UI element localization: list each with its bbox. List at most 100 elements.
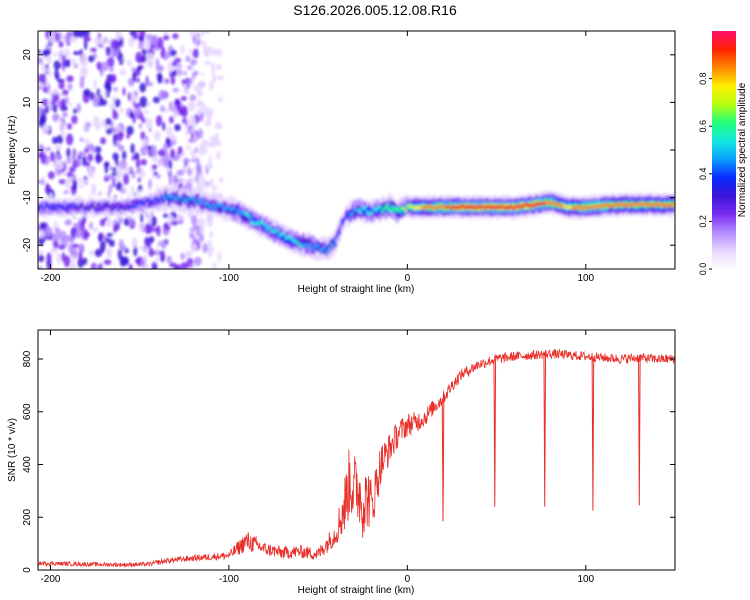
heatmap-noise-cell bbox=[188, 99, 196, 112]
heatmap-noise-cell bbox=[202, 243, 208, 254]
heatmap-noise-cell bbox=[172, 109, 179, 118]
heatmap-noise-cell bbox=[176, 67, 180, 78]
heatmap-noise-cell bbox=[190, 149, 196, 157]
heatmap-noise-cell bbox=[203, 182, 209, 188]
heatmap-noise-cell bbox=[166, 255, 172, 264]
heatmap-noise-cell bbox=[85, 122, 92, 128]
spectrogram-y-tick-label: -20 bbox=[22, 238, 33, 253]
heatmap-noise-cell bbox=[93, 78, 97, 90]
heatmap-noise-cell bbox=[38, 229, 45, 239]
heatmap-noise-cell bbox=[53, 51, 58, 57]
heatmap-noise-cell bbox=[150, 34, 159, 46]
heatmap-noise-cell bbox=[192, 71, 196, 80]
heatmap-noise-cell bbox=[105, 118, 112, 126]
heatmap-noise-cell bbox=[69, 262, 77, 269]
heatmap-noise-cell bbox=[109, 103, 115, 111]
heatmap-noise-cell bbox=[208, 155, 212, 163]
heatmap-noise-cell bbox=[133, 103, 141, 108]
heatmap-noise-cell bbox=[106, 232, 113, 237]
heatmap-noise-cell bbox=[165, 168, 170, 174]
heatmap-noise-cell bbox=[168, 173, 173, 186]
heatmap-noise-cell bbox=[152, 96, 161, 104]
heatmap-noise-cell bbox=[41, 73, 47, 85]
heatmap-noise-cell bbox=[216, 150, 221, 161]
heatmap-noise-cell bbox=[171, 60, 178, 67]
heatmap-noise-cell bbox=[216, 48, 223, 58]
heatmap-noise-cell bbox=[201, 31, 206, 37]
heatmap-noise-cell bbox=[174, 124, 181, 132]
heatmap-noise-cell bbox=[199, 49, 204, 57]
heatmap-noise-cell bbox=[199, 102, 205, 107]
heatmap-noise-cell bbox=[146, 61, 152, 67]
heatmap-noise-cell bbox=[116, 166, 123, 178]
heatmap-noise-cell bbox=[187, 65, 192, 70]
heatmap-noise-cell bbox=[218, 177, 224, 183]
heatmap-noise-cell bbox=[180, 44, 185, 55]
heatmap-noise-cell bbox=[136, 65, 142, 72]
heatmap-noise-cell bbox=[79, 61, 88, 66]
heatmap-noise-cell bbox=[87, 153, 94, 162]
heatmap-noise-cell bbox=[163, 34, 170, 41]
heatmap-noise-cell bbox=[217, 141, 222, 147]
heatmap-noise-cell bbox=[94, 248, 103, 257]
heatmap-noise-cell bbox=[105, 84, 112, 93]
heatmap-noise-cell bbox=[44, 226, 53, 238]
heatmap-noise-cell bbox=[188, 114, 196, 127]
heatmap-noise-cell bbox=[58, 244, 66, 250]
heatmap-noise-cell bbox=[216, 64, 222, 71]
heatmap-noise-cell bbox=[185, 55, 191, 62]
heatmap-noise-cell bbox=[53, 60, 62, 70]
heatmap-noise-cell bbox=[131, 171, 136, 179]
spectrogram-x-ticks: -200 -100 0 100 bbox=[40, 31, 595, 284]
heatmap-noise-cell bbox=[106, 175, 114, 180]
heatmap-noise-cell bbox=[145, 117, 153, 130]
heatmap-noise-cell bbox=[130, 143, 135, 154]
heatmap-noise-cell bbox=[80, 221, 85, 228]
heatmap-noise-cell bbox=[42, 124, 50, 132]
heatmap-noise-cell bbox=[88, 249, 94, 256]
heatmap-noise-cell bbox=[78, 250, 83, 263]
heatmap-noise-cell bbox=[38, 106, 43, 118]
heatmap-noise-cell bbox=[204, 60, 212, 66]
heatmap-noise-cell bbox=[59, 121, 66, 132]
heatmap-noise-cell bbox=[97, 39, 106, 46]
snr-x-ticks: -200 -100 0 100 bbox=[40, 330, 595, 585]
snr-x-tick-label: -200 bbox=[40, 574, 60, 585]
heatmap-noise-cell bbox=[120, 244, 127, 252]
heatmap-noise-cell bbox=[187, 79, 194, 85]
heatmap-noise-cell bbox=[133, 239, 138, 246]
heatmap-noise-cell bbox=[208, 253, 213, 258]
heatmap-noise-cell bbox=[173, 174, 178, 184]
heatmap-noise-cell bbox=[53, 161, 58, 169]
heatmap-noise-cell bbox=[183, 71, 187, 76]
heatmap-noise-cell bbox=[65, 96, 69, 104]
heatmap-noise-cell bbox=[42, 49, 51, 56]
spectrogram-x-label: Height of straight line (km) bbox=[298, 284, 415, 295]
heatmap-noise-cell bbox=[171, 70, 178, 77]
heatmap-noise-cell bbox=[92, 96, 100, 108]
heatmap-noise-cell bbox=[165, 136, 170, 145]
heatmap-blobs bbox=[38, 31, 675, 269]
heatmap-noise-cell bbox=[214, 121, 223, 130]
heatmap-noise-cell bbox=[123, 173, 129, 186]
heatmap-noise-cell bbox=[118, 144, 125, 152]
snr-y-tick-label: 600 bbox=[22, 403, 33, 420]
heatmap-noise-cell bbox=[140, 159, 147, 166]
heatmap-noise-cell bbox=[74, 231, 81, 239]
heatmap-noise-cell bbox=[66, 75, 74, 83]
colorbar-gradient bbox=[712, 31, 736, 269]
spectrogram-y-label: Frequency (Hz) bbox=[7, 116, 18, 185]
heatmap-noise-cell bbox=[163, 31, 168, 35]
heatmap-noise-cell bbox=[194, 146, 198, 154]
heatmap-noise-cell bbox=[87, 165, 93, 178]
heatmap-noise-cell bbox=[128, 263, 133, 269]
heatmap-noise-cell bbox=[110, 73, 117, 83]
heatmap-noise-cell bbox=[38, 254, 45, 263]
heatmap-noise-cell bbox=[57, 160, 64, 170]
heatmap-noise-cell bbox=[139, 170, 146, 179]
heatmap-noise-cell bbox=[192, 176, 196, 183]
heatmap-noise-cell bbox=[114, 98, 121, 108]
heatmap-noise-cell bbox=[212, 48, 218, 57]
heatmap-noise-cell bbox=[105, 79, 109, 86]
heatmap-noise-cell bbox=[138, 123, 143, 129]
